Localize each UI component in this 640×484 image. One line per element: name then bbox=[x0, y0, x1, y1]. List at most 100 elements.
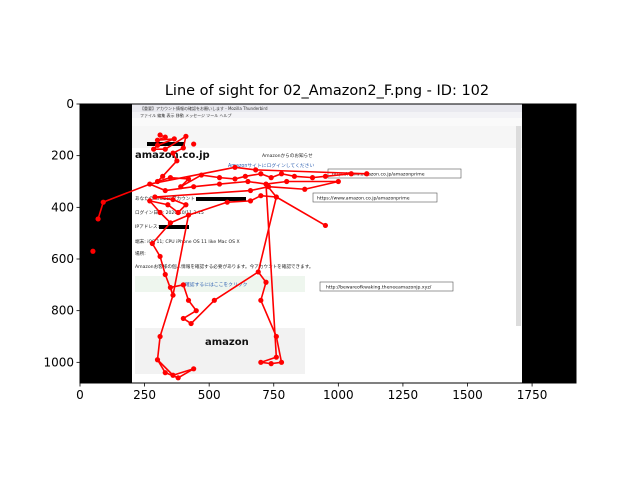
window-menu-text: ファイル 編集 表示 移動 メッセージ ツール ヘルプ bbox=[140, 112, 232, 118]
fixation-point bbox=[245, 178, 251, 185]
gaze-segment bbox=[265, 180, 288, 185]
y-tick-label: 600 bbox=[51, 252, 74, 266]
fixation-point bbox=[268, 361, 274, 367]
gaze-segment bbox=[200, 174, 221, 179]
fixation-point bbox=[171, 136, 177, 142]
x-tick-label: 1500 bbox=[452, 388, 483, 402]
gaze-segment bbox=[179, 174, 203, 188]
gaze-segment bbox=[159, 294, 174, 338]
fixation-point bbox=[364, 171, 370, 177]
fixation-point bbox=[247, 198, 254, 204]
fixation-point bbox=[170, 196, 176, 203]
fixation-point bbox=[185, 176, 192, 182]
x-tick-label: 750 bbox=[262, 388, 285, 402]
fixation-point bbox=[278, 359, 285, 365]
fixation-point bbox=[154, 357, 161, 363]
fixation-point bbox=[100, 199, 106, 205]
email-header-text: Amazonからのお知らせ bbox=[262, 152, 313, 159]
fixation-point bbox=[258, 359, 264, 365]
gaze-segment bbox=[218, 180, 249, 185]
header-redaction bbox=[147, 142, 185, 146]
window-menubar bbox=[132, 112, 522, 118]
fixation-point bbox=[170, 372, 176, 378]
annotation-box-1 bbox=[327, 168, 462, 179]
fixation-point bbox=[162, 370, 168, 376]
window-title-text: 【重要】アカウント情報の確認をお願いします - Mozilla Thunderb… bbox=[140, 105, 268, 111]
gaze-segment bbox=[234, 166, 257, 171]
fixation-point bbox=[152, 194, 158, 200]
gaze-segment bbox=[192, 183, 221, 188]
gaze-segment bbox=[156, 335, 161, 361]
gaze-segment bbox=[260, 299, 278, 338]
background-screenshot: 【重要】アカウント情報の確認をお願いします - Mozilla Thunderb… bbox=[80, 104, 576, 383]
y-tick-label: 800 bbox=[51, 304, 74, 318]
fixation-point bbox=[302, 186, 308, 192]
fixation-point bbox=[162, 146, 168, 152]
fixation-point bbox=[170, 150, 176, 156]
gaze-segment bbox=[260, 281, 267, 302]
fixation-point bbox=[185, 212, 192, 218]
fixation-point bbox=[178, 184, 184, 190]
ip-redaction bbox=[159, 225, 189, 229]
fixation-point bbox=[147, 198, 153, 204]
fixation-point bbox=[157, 253, 163, 260]
fixation-point bbox=[160, 173, 166, 179]
fixation-point bbox=[95, 216, 101, 222]
gaze-segment bbox=[244, 172, 262, 178]
fixation-point bbox=[151, 146, 157, 152]
fixation-point bbox=[185, 297, 192, 303]
y-tick-label: 400 bbox=[51, 200, 74, 214]
fixation-point bbox=[258, 171, 264, 177]
x-tick-label: 1750 bbox=[517, 388, 548, 402]
gaze-segment bbox=[303, 180, 340, 191]
message-header-pane bbox=[132, 126, 522, 148]
x-axis: 0 250 500 750 1000 1250 1500 1750 bbox=[76, 383, 547, 402]
fixation-point bbox=[183, 133, 189, 139]
gaze-points bbox=[90, 132, 370, 381]
fixation-point bbox=[335, 178, 341, 185]
annotation-text-2: https://www.amazon.co.jp/amazonprime bbox=[317, 196, 410, 202]
gaze-segment bbox=[156, 138, 176, 147]
fixation-point bbox=[162, 134, 168, 140]
fixation-point bbox=[154, 178, 161, 185]
gaze-segment bbox=[148, 200, 169, 206]
gaze-segment bbox=[293, 175, 314, 179]
fixation-point bbox=[258, 297, 264, 303]
gaze-segment bbox=[151, 222, 172, 245]
chart-title: Line of sight for 02_Amazon2_F.png - ID:… bbox=[165, 83, 489, 99]
fixation-point bbox=[265, 184, 272, 190]
fixation-point bbox=[216, 181, 223, 187]
y-tick-label: 1000 bbox=[43, 355, 74, 369]
fixation-point bbox=[188, 320, 194, 327]
fixation-point bbox=[273, 354, 279, 360]
annotation-text-3: http://bewareofkwaking.theneeamazonjp.xy… bbox=[326, 285, 432, 291]
fixation-point bbox=[174, 158, 180, 164]
fixation-point bbox=[162, 187, 168, 194]
annotation-box-3 bbox=[319, 281, 454, 292]
y-tick-label: 200 bbox=[51, 149, 74, 163]
fixation-point bbox=[191, 184, 197, 190]
x-tick-label: 500 bbox=[198, 388, 221, 402]
fixation-point bbox=[90, 248, 96, 254]
window-scrollbar bbox=[516, 126, 521, 326]
fixation-point bbox=[263, 279, 269, 285]
gaze-segment bbox=[169, 214, 190, 224]
fixation-point bbox=[154, 137, 161, 143]
email-notice: Amazonお客様の個人情報を確認する必要があります。今アカウントを確認できます… bbox=[135, 263, 313, 270]
fixation-point bbox=[273, 333, 279, 340]
gaze-segment bbox=[187, 201, 229, 216]
window-toolbar bbox=[132, 118, 522, 126]
gaze-segment bbox=[172, 214, 190, 296]
fixation-point bbox=[216, 175, 223, 181]
gaze-segment bbox=[102, 183, 151, 203]
email-click-link: 確認するにはここをクリック bbox=[185, 281, 248, 288]
fixation-point bbox=[191, 366, 197, 372]
x-tick-label: 0 bbox=[76, 388, 84, 402]
gaze-segment bbox=[148, 183, 167, 192]
fixation-point bbox=[211, 297, 217, 303]
gaze-segment bbox=[226, 200, 252, 203]
gaze-segment bbox=[275, 335, 283, 364]
fixation-point bbox=[175, 375, 181, 381]
gaze-segment bbox=[161, 160, 178, 178]
email-footer-logo: amazon bbox=[205, 337, 249, 348]
